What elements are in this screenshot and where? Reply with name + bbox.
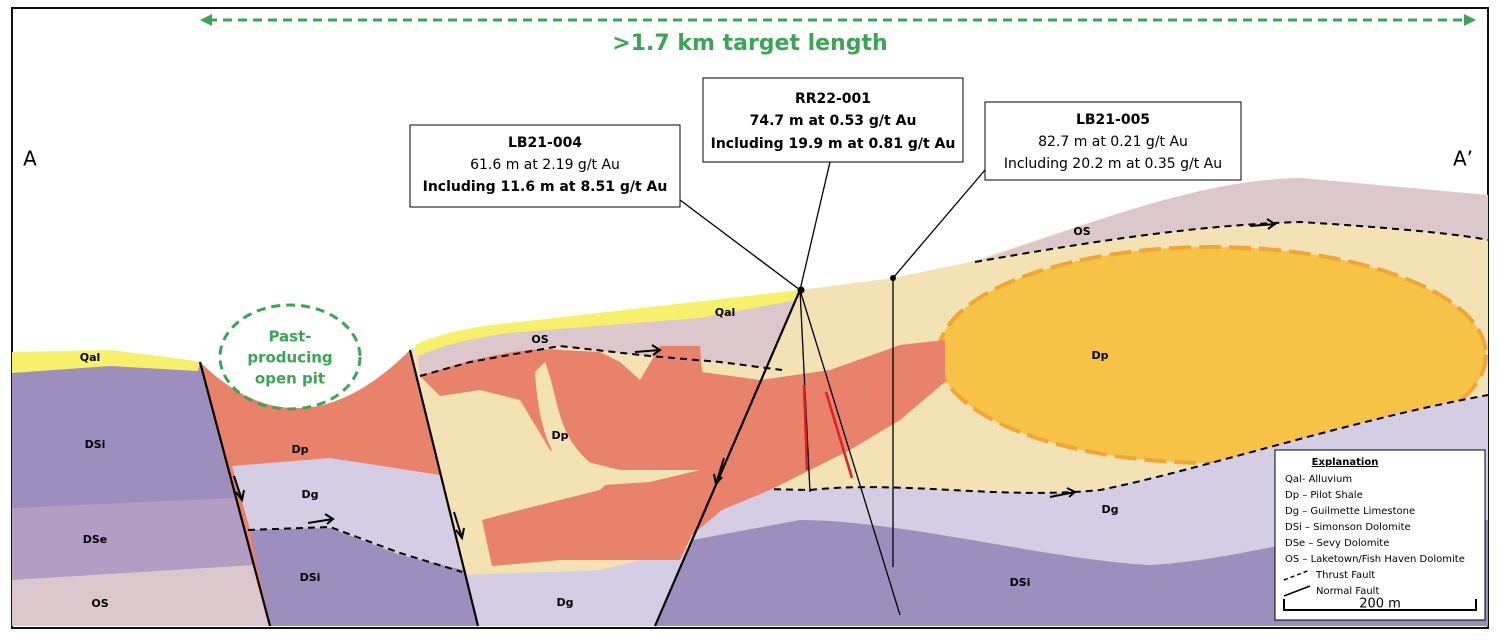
normal-fault: [653, 289, 802, 627]
pit-outline: [218, 303, 362, 411]
unit-label: DSi: [1010, 576, 1031, 589]
fault-arrow: [713, 457, 725, 487]
thrust-fault: [247, 525, 463, 573]
os-unit: [12, 565, 270, 626]
legend: [1274, 449, 1486, 621]
unit-label: Qal: [715, 306, 736, 319]
section-end: A: [23, 147, 37, 171]
legend-item: DSe – Sevy Dolomite: [1285, 538, 1389, 549]
leader-line: [892, 169, 986, 279]
unit-label: Dp: [551, 429, 568, 442]
hole-result: 74.7 m at 0.53 g/t Au: [750, 113, 917, 129]
pit-label: producing: [247, 349, 332, 367]
unit-label: OS: [91, 597, 108, 610]
collar: [797, 286, 805, 294]
mineralized-interval: [824, 391, 854, 479]
thrust-fault: [419, 344, 783, 377]
unit-label: Dp: [291, 443, 308, 456]
fault-arrow: [453, 511, 465, 541]
qal-unit: [12, 350, 200, 373]
dse-unit: [12, 498, 254, 580]
legend-item: Dg – Guilmette Limestone: [1285, 506, 1415, 517]
legend-item: Qal- Alluvium: [1285, 474, 1352, 485]
hole-name: LB21-005: [1076, 112, 1150, 128]
thrust-fault: [974, 220, 1489, 263]
legend-item: Thrust Fault: [1315, 570, 1375, 581]
dg-unit: [232, 458, 463, 570]
unit-label: Dg: [301, 488, 318, 501]
hole-result: Including 20.2 m at 0.35 g/t Au: [1004, 156, 1222, 172]
beige-unit: [535, 362, 700, 486]
thrust-arrow: [1249, 218, 1277, 230]
hole-name: LB21-004: [508, 135, 582, 151]
normal-fault: [408, 349, 480, 627]
unit-label: Qal: [80, 351, 101, 364]
drill-hole: [799, 289, 901, 616]
legend-symbol: [1283, 569, 1311, 581]
unit-label: OS: [1073, 225, 1090, 238]
hole-result: Including 11.6 m at 8.51 g/t Au: [423, 179, 668, 195]
arrow-head: [200, 14, 212, 26]
normal-fault: [198, 361, 272, 627]
unit-label: DSi: [85, 438, 106, 451]
legend-item: DSi – Simonson Dolomite: [1285, 522, 1411, 533]
legend-item: OS – Laketown/Fish Haven Dolomite: [1285, 554, 1465, 565]
dg-unit: [466, 548, 690, 626]
unit-label: Dg: [1101, 503, 1118, 516]
pit-label: open pit: [255, 370, 325, 388]
unit-label: DSi: [300, 571, 321, 584]
target-length: >1.7 km target length: [612, 31, 887, 56]
unit-label: DSe: [83, 533, 108, 546]
thrust-arrow: [1049, 487, 1077, 498]
thrust-arrow: [634, 344, 662, 356]
leader-line: [799, 161, 831, 291]
fault-arrow: [233, 475, 245, 503]
leader-line: [679, 199, 801, 291]
scale-label: 200 m: [1359, 597, 1401, 612]
legend-item: Dp – Pilot Shale: [1285, 490, 1363, 501]
legend-symbol: [1283, 585, 1311, 597]
hole-result: Including 19.9 m at 0.81 g/t Au: [711, 136, 956, 152]
os-unit: [975, 178, 1488, 262]
dsi-unit: [250, 528, 478, 626]
qal-unit: [415, 290, 800, 356]
section-end: A’: [1453, 147, 1473, 171]
arrow-head: [1464, 14, 1476, 26]
mineralized-interval: [802, 384, 809, 471]
unit-label: OS: [531, 333, 548, 346]
callout-box: [984, 101, 1242, 181]
thrust-arrow: [307, 513, 335, 525]
unit-label: Dg: [556, 596, 573, 609]
unit-label: Dp: [1091, 349, 1108, 362]
pit-label: Past-: [268, 328, 311, 346]
legend-item: Normal Fault: [1316, 586, 1379, 597]
hole-result: 82.7 m at 0.21 g/t Au: [1038, 134, 1188, 150]
callout-box: [702, 77, 964, 163]
legend-title: Explanation: [1312, 457, 1379, 468]
thrust-fault: [713, 394, 1489, 494]
hole-result: 61.6 m at 2.19 g/t Au: [470, 157, 620, 173]
callout-box: [409, 124, 681, 208]
hole-name: RR22-001: [795, 91, 871, 107]
scale-bar: [1283, 599, 1477, 611]
os-unit: [418, 300, 797, 376]
